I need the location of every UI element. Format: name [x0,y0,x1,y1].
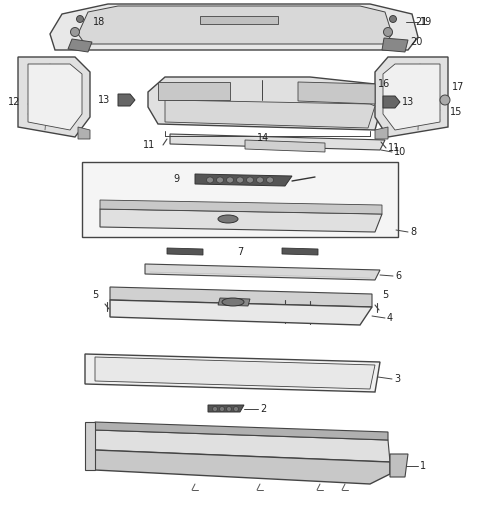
Polygon shape [118,94,135,106]
Polygon shape [195,174,292,186]
Polygon shape [390,454,408,477]
Polygon shape [170,134,385,150]
Text: 19: 19 [420,17,432,27]
Polygon shape [375,57,448,137]
Polygon shape [218,298,250,306]
Text: 6: 6 [395,271,401,281]
Ellipse shape [227,177,233,183]
Text: 15: 15 [450,107,462,117]
Polygon shape [100,209,382,232]
Ellipse shape [389,15,396,23]
Text: 8: 8 [410,227,416,237]
Text: 12: 12 [8,97,20,107]
Text: 3: 3 [394,374,400,384]
Ellipse shape [218,215,238,223]
Polygon shape [28,64,82,130]
Ellipse shape [247,177,253,183]
Polygon shape [78,127,90,139]
Ellipse shape [216,177,224,183]
Polygon shape [50,4,418,50]
Text: 10: 10 [394,147,406,157]
Polygon shape [95,422,388,440]
Polygon shape [148,77,382,130]
Polygon shape [282,248,318,255]
Polygon shape [85,354,380,392]
Text: 16: 16 [378,79,390,89]
Ellipse shape [206,177,214,183]
Text: 17: 17 [452,82,464,92]
Text: 21: 21 [415,17,427,27]
Ellipse shape [440,95,450,105]
Ellipse shape [233,407,239,412]
Text: 9: 9 [174,174,180,184]
Text: 1: 1 [420,461,426,471]
Polygon shape [110,300,372,325]
Polygon shape [383,64,440,130]
Text: 11: 11 [143,140,155,150]
Text: 13: 13 [98,95,110,105]
Polygon shape [95,357,375,389]
Polygon shape [95,430,390,462]
Text: 14: 14 [257,133,269,143]
Polygon shape [82,162,398,237]
Polygon shape [145,264,380,280]
Polygon shape [158,82,230,100]
Polygon shape [245,140,325,152]
Polygon shape [200,16,278,24]
Polygon shape [382,38,408,52]
Polygon shape [18,57,90,137]
Ellipse shape [71,28,80,36]
Polygon shape [78,6,392,44]
Polygon shape [298,82,375,104]
Text: 20: 20 [410,37,422,47]
Ellipse shape [76,15,84,23]
Text: 13: 13 [402,97,414,107]
Polygon shape [167,248,203,255]
Ellipse shape [222,298,244,306]
Text: 18: 18 [93,17,105,27]
Ellipse shape [256,177,264,183]
Polygon shape [208,405,244,412]
Text: 5: 5 [382,290,388,300]
Ellipse shape [213,407,217,412]
Text: 11: 11 [388,143,400,153]
Text: 5: 5 [92,290,98,300]
Ellipse shape [219,407,225,412]
Polygon shape [68,39,92,52]
Ellipse shape [227,407,231,412]
Polygon shape [165,100,375,128]
Polygon shape [383,96,400,108]
Text: 7: 7 [237,247,243,257]
Ellipse shape [384,28,393,36]
Polygon shape [100,200,382,214]
Polygon shape [85,422,95,470]
Text: 2: 2 [260,404,266,414]
Text: 4: 4 [387,313,393,323]
Polygon shape [110,287,372,307]
Ellipse shape [237,177,243,183]
Ellipse shape [266,177,274,183]
Polygon shape [95,450,390,484]
Polygon shape [375,127,388,139]
